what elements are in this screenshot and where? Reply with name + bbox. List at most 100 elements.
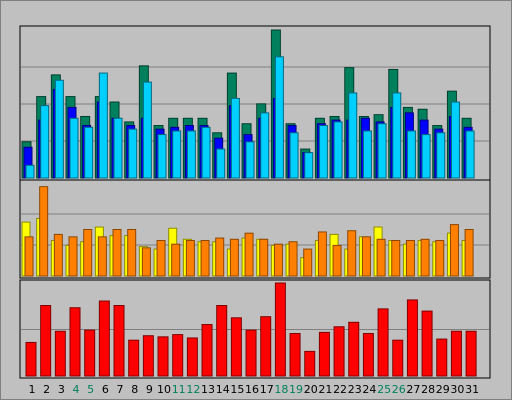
- x-tick-label: 14: [216, 383, 230, 396]
- kbytes-bar: [25, 341, 37, 377]
- kbytes-bar: [274, 282, 286, 377]
- kbytes-bar: [40, 305, 52, 377]
- x-tick-label: 26: [392, 383, 406, 396]
- x-tick-label: 28: [421, 383, 435, 396]
- sites-bar: [24, 236, 34, 277]
- hits-bar: [377, 123, 387, 179]
- sites-bar: [259, 238, 269, 277]
- kbytes-bar: [157, 336, 169, 377]
- sites-bar: [244, 232, 254, 277]
- sites-bar: [464, 229, 474, 277]
- hits-bar: [465, 130, 475, 179]
- hits-bar: [289, 132, 299, 179]
- x-tick-label: 12: [186, 383, 200, 396]
- x-tick-label: 5: [87, 383, 94, 396]
- kbytes-bar: [465, 330, 477, 377]
- x-tick-label: 23: [348, 383, 362, 396]
- hits-bar: [421, 134, 431, 179]
- hits-bar: [436, 132, 446, 179]
- sites-bar: [112, 229, 122, 277]
- sites-bar: [391, 240, 401, 277]
- x-tick-label: 21: [318, 383, 332, 396]
- sites-bar: [39, 186, 49, 277]
- kbytes-bar: [216, 305, 228, 377]
- hits-bar: [348, 92, 358, 179]
- kbytes-bar: [113, 305, 125, 377]
- x-tick-label: 20: [304, 383, 318, 396]
- x-tick-label: 9: [146, 383, 153, 396]
- hits-bar: [98, 72, 108, 179]
- kbytes-bar: [304, 350, 316, 377]
- hits-bar: [201, 126, 211, 179]
- x-tick-label: 11: [172, 383, 186, 396]
- kbytes-bar: [245, 329, 257, 377]
- x-tick-label: 19: [289, 383, 303, 396]
- kbytes-bar: [421, 310, 433, 377]
- hits-bar: [318, 125, 328, 179]
- hits-bar: [157, 134, 167, 179]
- x-tick-label: 18: [274, 383, 288, 396]
- kbytes-bar: [377, 308, 389, 377]
- sites-bar: [288, 241, 298, 277]
- kbytes-bar: [54, 330, 66, 377]
- kbytes-bar: [333, 326, 345, 377]
- x-tick-label: 13: [201, 383, 215, 396]
- x-tick-label: 17: [260, 383, 274, 396]
- sites-bar: [127, 229, 137, 277]
- sites-bar: [317, 231, 327, 277]
- hits-bar: [172, 130, 182, 179]
- sites-bar: [435, 240, 445, 277]
- sites-bar: [185, 240, 195, 277]
- kbytes-bar: [186, 337, 198, 377]
- hits-bar: [54, 79, 64, 179]
- kbytes-bar: [450, 330, 462, 377]
- kbytes-bar: [392, 339, 404, 377]
- kbytes-bar: [201, 324, 213, 377]
- sites-bar: [229, 238, 239, 277]
- hits-bar: [362, 130, 372, 179]
- x-tick-label: 4: [73, 383, 80, 396]
- sites-bar: [405, 240, 415, 277]
- sites-bar: [303, 248, 313, 277]
- kbytes-bar: [230, 317, 242, 377]
- x-tick-label: 10: [157, 383, 171, 396]
- kbytes-bar: [260, 316, 272, 377]
- hits-bar: [25, 164, 35, 179]
- kbytes-bar: [128, 339, 140, 377]
- hits-bar: [216, 148, 226, 179]
- sites-bar: [215, 237, 225, 277]
- hits-bar: [142, 81, 152, 179]
- hits-bar: [230, 97, 240, 179]
- sites-bar: [376, 238, 386, 277]
- kbytes-bar: [69, 307, 81, 377]
- sites-bar: [97, 236, 107, 277]
- hits-bar: [333, 121, 343, 179]
- hits-bar: [186, 130, 196, 179]
- sites-bar: [156, 240, 166, 277]
- sites-bar: [273, 243, 283, 277]
- x-tick-label: 16: [245, 383, 259, 396]
- x-tick-label: 15: [230, 383, 244, 396]
- x-tick-label: 8: [131, 383, 138, 396]
- hits-bar: [113, 117, 123, 179]
- kbytes-bar: [348, 321, 360, 377]
- hits-bar: [406, 130, 416, 179]
- sites-bar: [449, 224, 459, 277]
- x-tick-label: 31: [465, 383, 479, 396]
- x-tick-label: 30: [450, 383, 464, 396]
- hits-bar: [128, 128, 138, 179]
- hits-bar: [40, 105, 50, 179]
- hits-bar: [392, 92, 402, 179]
- x-tick-label: 7: [117, 383, 124, 396]
- hits-bar: [245, 141, 255, 179]
- kbytes-bar: [406, 299, 418, 377]
- kbytes-bar: [289, 332, 301, 377]
- x-tick-label: 6: [102, 383, 109, 396]
- hits-bar: [450, 101, 460, 179]
- x-tick-label: 3: [58, 383, 65, 396]
- x-tick-label: 25: [377, 383, 391, 396]
- kbytes-bar: [84, 329, 96, 377]
- x-tick-label: 24: [362, 383, 376, 396]
